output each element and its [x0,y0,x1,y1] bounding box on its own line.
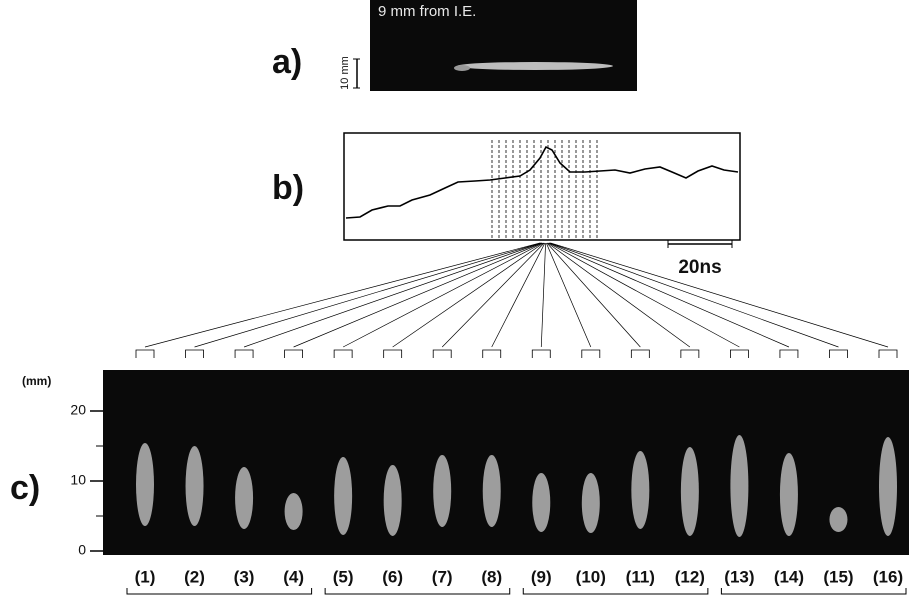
trace-frame [343,132,741,241]
fan-line [546,242,641,348]
group-bracket [522,588,709,595]
bracket [333,349,353,358]
frame-label: (2) [184,567,205,586]
frame-label: (11) [626,567,655,586]
fan-line [144,242,541,348]
frame-label: (12) [675,567,705,586]
fan-line [540,242,546,348]
fan-line [545,242,592,348]
frame-label: (13) [724,567,754,586]
fan-line [550,242,889,348]
plasma-blob [136,443,154,526]
streak [454,65,470,71]
fan-line [342,242,543,348]
fan-line [548,242,740,348]
plasma-blob [879,437,897,536]
bracket [878,349,898,358]
plasma-blob [581,473,600,533]
bracket [383,349,403,358]
bracket [432,349,452,358]
bracket [829,349,848,358]
plasma-blob [334,457,353,535]
bracket [185,349,204,358]
panel-label: a) [272,43,302,81]
fan-line [548,242,790,348]
panel-label: b) [272,169,304,207]
frame-label: (7) [432,567,453,586]
fan-line [194,242,541,348]
plasma-blob [433,455,452,527]
fan-line [441,242,545,348]
plasma-blob [284,493,303,530]
frame-label: (10) [576,567,606,586]
bracket [234,349,254,358]
fan-line [549,242,839,348]
plasma-blob [482,455,501,527]
y-tick-label: 20 [70,402,86,418]
y-tick-label: 10 [70,472,86,488]
axis-unit: (mm) [22,374,51,388]
streak-image [370,0,637,91]
fan-line [293,242,543,348]
streak [457,62,613,70]
frame-label: (15) [823,567,853,586]
scale-label: 20ns [678,257,721,278]
y-tick-label: 0 [78,542,86,558]
plasma-blob [631,451,650,529]
group-bracket [126,588,313,595]
group-bracket [324,588,511,595]
bracket [581,349,601,358]
bracket [482,349,502,358]
fan-line [547,242,691,348]
frame-label: (3) [234,567,255,586]
frame-label: (16) [873,567,903,586]
fan-line [243,242,542,348]
plasma-blob [829,507,848,532]
plasma-blob [730,435,749,537]
fan-line [491,242,546,348]
fan-line [392,242,544,348]
panel-label: c) [10,469,40,507]
bracket [135,349,155,358]
caption: 9 mm from I.E. [378,3,476,20]
scale-label: 10 mm [339,56,351,90]
plasma-blob [532,473,551,532]
plasma-blob [779,453,798,536]
frame-label: (6) [382,567,403,586]
group-bracket [720,588,907,595]
plasma-blob [383,465,402,536]
frame-label: (8) [481,567,502,586]
plasma-blob [185,446,204,526]
bracket [680,349,700,358]
frame-label: (4) [283,567,304,586]
frame-label: (14) [774,567,804,586]
frame-label: (9) [531,567,552,586]
waveform [345,145,739,219]
bracket [630,349,650,358]
plasma-blob [235,467,254,529]
bracket [730,349,749,358]
frame-image [103,370,909,555]
gate-lines [491,140,598,240]
plasma-blob [680,447,699,536]
bracket [531,349,551,358]
bracket [284,349,303,358]
frame-label: (1) [135,567,156,586]
bracket [779,349,799,358]
frame-label: (5) [333,567,354,586]
